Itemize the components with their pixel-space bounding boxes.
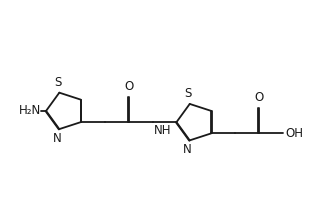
Text: NH: NH <box>154 124 172 137</box>
Text: S: S <box>54 76 62 89</box>
Text: N: N <box>52 132 61 145</box>
Text: O: O <box>254 91 264 104</box>
Text: O: O <box>124 80 133 93</box>
Text: H₂N: H₂N <box>19 104 41 117</box>
Text: OH: OH <box>286 127 304 140</box>
Text: S: S <box>185 87 192 100</box>
Text: N: N <box>183 143 192 156</box>
